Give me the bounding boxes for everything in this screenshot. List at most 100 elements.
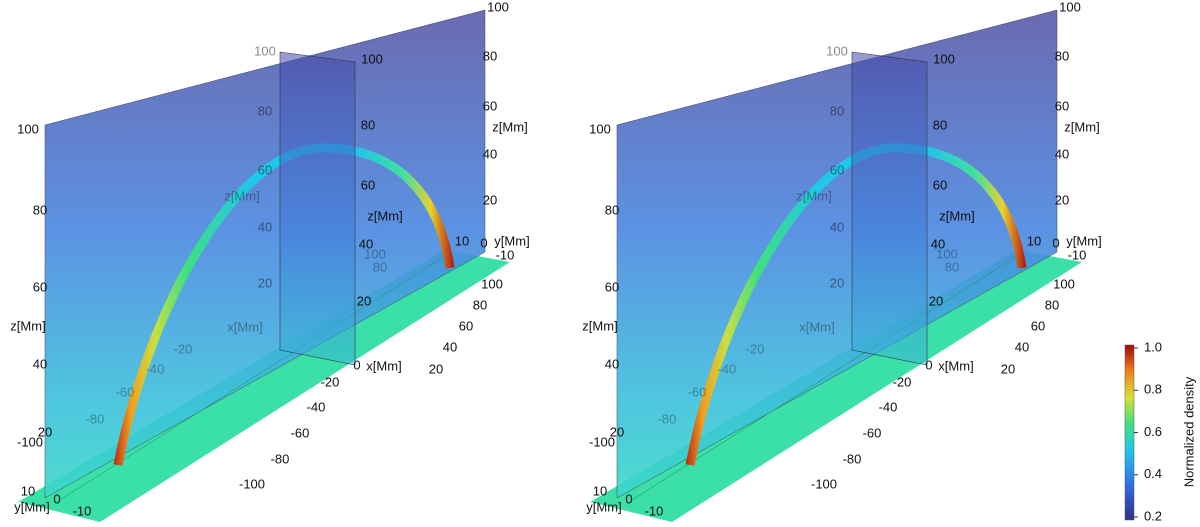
axis-label: 60	[830, 162, 844, 177]
axis-label: 100	[933, 51, 955, 66]
axis-label: 60	[459, 318, 473, 333]
axis-label: z[Mm]	[224, 188, 259, 203]
axis-label: -80	[843, 451, 862, 466]
colorbar	[1124, 344, 1135, 521]
axis-label: 80	[473, 297, 487, 312]
axis-label: z[Mm]	[492, 119, 527, 134]
axis-label: 0	[1052, 235, 1059, 250]
axis-label: -10	[73, 503, 92, 518]
axis-label: 20	[1001, 361, 1015, 376]
axis-label: 100	[487, 0, 509, 14]
axis-label: 100	[826, 43, 848, 58]
colorbar-tick-label: 0.8	[1144, 382, 1162, 397]
axis-label: 10	[455, 233, 469, 248]
floor-plane	[590, 250, 1082, 522]
axis-label: -60	[291, 425, 310, 440]
axis-label: 0	[480, 235, 487, 250]
axis-label: 10	[1027, 233, 1041, 248]
axis-label: 100	[1053, 276, 1075, 291]
axis-label: 20	[1055, 192, 1069, 207]
axis-label: 80	[830, 103, 844, 118]
axis-label: 80	[1045, 297, 1059, 312]
mid-plane	[851, 51, 928, 366]
axis-edge	[59, 252, 451, 501]
axis-label: x[Mm]	[938, 358, 973, 373]
axis-label: -60	[863, 425, 882, 440]
axis-label: 80	[361, 117, 375, 132]
axis-label: y[Mm]	[586, 499, 621, 514]
colorbar-tick-label: 0.6	[1144, 424, 1162, 439]
axis-label: z[Mm]	[582, 318, 617, 333]
axis-label: 100	[361, 51, 383, 66]
colorbar-tick-label: 0.4	[1144, 466, 1162, 481]
axis-label: 0	[53, 491, 60, 506]
axis-label: 60	[1031, 318, 1045, 333]
axis-label: -10	[496, 247, 515, 262]
axis-label: -80	[86, 411, 105, 426]
axis-label: 40	[1055, 146, 1069, 161]
axis-label: z[Mm]	[939, 208, 974, 223]
axis-label: 80	[605, 202, 619, 217]
axis-label: -60	[116, 384, 135, 399]
axis-label: 40	[359, 236, 373, 251]
axis-label: 80	[945, 259, 959, 274]
axis-label: 80	[1055, 48, 1069, 63]
colorbar-title: Normalized density	[1181, 376, 1196, 487]
back-plane	[616, 9, 1058, 499]
axis-label: -20	[321, 374, 340, 389]
axis-label: -100	[589, 434, 615, 449]
axis-label: 40	[830, 219, 844, 234]
axis-label: -40	[146, 361, 165, 376]
axis-label: -10	[645, 503, 664, 518]
floor-plane	[18, 250, 510, 522]
axis-label: 20	[357, 293, 371, 308]
axis-label: -10	[1068, 247, 1087, 262]
axis-label: -20	[174, 341, 193, 356]
axis-label: x[Mm]	[799, 319, 834, 334]
axis-label: 100	[364, 246, 386, 261]
axis-label: -100	[811, 476, 837, 491]
axis-label: 100	[589, 121, 611, 136]
axis-label: 0	[925, 357, 932, 372]
axis-label: y[Mm]	[1066, 233, 1101, 248]
axis-label: 100	[17, 121, 39, 136]
axis-label: 60	[1055, 98, 1069, 113]
axis-label: 100	[254, 43, 276, 58]
axis-label: 80	[258, 103, 272, 118]
axis-label: 60	[258, 162, 272, 177]
axis-label: 40	[258, 219, 272, 234]
axis-label: 80	[483, 48, 497, 63]
axis-label: 100	[936, 246, 958, 261]
axis-label: 60	[605, 279, 619, 294]
axis-label: 60	[33, 279, 47, 294]
axis-label: 20	[929, 293, 943, 308]
axis-label: -100	[239, 476, 265, 491]
colorbar-tick-label: 0.2	[1144, 508, 1162, 523]
axis-label: y[Mm]	[14, 499, 49, 514]
axis-label: -60	[688, 384, 707, 399]
axis-label: 60	[361, 177, 375, 192]
axis-label: 60	[483, 98, 497, 113]
axis-label: -20	[893, 374, 912, 389]
axis-label: z[Mm]	[367, 208, 402, 223]
axis-label: 40	[443, 339, 457, 354]
axis-label: 10	[21, 483, 35, 498]
axis-label: 40	[33, 356, 47, 371]
axis-label: 80	[33, 202, 47, 217]
axis-label: 0	[625, 491, 632, 506]
axis-label: 40	[483, 146, 497, 161]
axis-label: 60	[933, 177, 947, 192]
axis-label: -80	[658, 411, 677, 426]
axis-label: x[Mm]	[227, 319, 262, 334]
axis-label: -40	[307, 399, 326, 414]
axis-label: 20	[429, 361, 443, 376]
axis-label: z[Mm]	[796, 188, 831, 203]
axis-label: 0	[353, 357, 360, 372]
axis-label: 40	[1015, 339, 1029, 354]
axis-label: y[Mm]	[494, 233, 529, 248]
colorbar-tick-label: 1.0	[1144, 339, 1162, 354]
axis-label: z[Mm]	[1064, 119, 1099, 134]
axis-label: -40	[879, 399, 898, 414]
